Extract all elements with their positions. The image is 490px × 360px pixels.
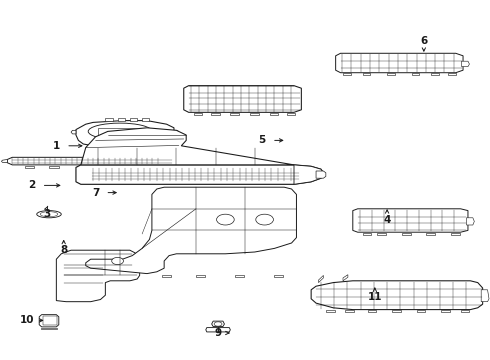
Polygon shape: [448, 73, 456, 75]
Text: 11: 11: [368, 292, 382, 302]
Polygon shape: [76, 121, 174, 146]
Polygon shape: [127, 166, 137, 168]
Bar: [43, 316, 57, 325]
Polygon shape: [212, 321, 224, 327]
Text: 7: 7: [92, 188, 99, 198]
Polygon shape: [462, 61, 469, 67]
Polygon shape: [377, 233, 386, 235]
Polygon shape: [130, 118, 137, 121]
Polygon shape: [41, 328, 57, 329]
Polygon shape: [363, 233, 371, 235]
Polygon shape: [81, 128, 294, 165]
Polygon shape: [363, 73, 370, 75]
Polygon shape: [211, 113, 220, 115]
Polygon shape: [86, 167, 301, 182]
Bar: [98, 128, 137, 135]
Polygon shape: [105, 118, 113, 121]
Ellipse shape: [217, 214, 234, 225]
Polygon shape: [426, 233, 435, 235]
Ellipse shape: [88, 123, 152, 140]
Polygon shape: [194, 113, 202, 115]
Polygon shape: [162, 275, 171, 277]
Polygon shape: [326, 310, 335, 312]
Text: 6: 6: [420, 36, 427, 46]
Polygon shape: [86, 187, 296, 274]
Polygon shape: [7, 157, 174, 165]
Polygon shape: [353, 209, 468, 232]
Polygon shape: [39, 315, 59, 327]
Polygon shape: [316, 171, 326, 178]
Polygon shape: [402, 233, 411, 235]
Text: 2: 2: [28, 180, 35, 190]
Polygon shape: [250, 113, 259, 115]
Text: 9: 9: [215, 328, 221, 338]
Polygon shape: [88, 166, 98, 168]
Polygon shape: [235, 275, 244, 277]
Polygon shape: [270, 113, 278, 115]
Polygon shape: [49, 166, 59, 168]
Polygon shape: [56, 250, 140, 302]
Text: 8: 8: [60, 245, 67, 255]
Polygon shape: [412, 73, 419, 75]
Text: 3: 3: [43, 209, 50, 219]
Polygon shape: [466, 218, 474, 225]
Polygon shape: [441, 310, 450, 312]
Polygon shape: [76, 165, 323, 184]
Polygon shape: [174, 130, 179, 134]
Polygon shape: [416, 310, 425, 312]
Polygon shape: [71, 130, 76, 134]
Polygon shape: [451, 233, 460, 235]
Polygon shape: [24, 166, 34, 168]
Polygon shape: [118, 118, 125, 121]
Polygon shape: [431, 73, 439, 75]
Ellipse shape: [214, 322, 222, 326]
Text: 10: 10: [20, 315, 34, 325]
Polygon shape: [311, 281, 483, 310]
Polygon shape: [343, 275, 348, 281]
Polygon shape: [206, 328, 230, 332]
Polygon shape: [142, 118, 149, 121]
Ellipse shape: [37, 211, 61, 218]
Text: 5: 5: [259, 135, 266, 145]
Polygon shape: [300, 171, 314, 181]
Text: 1: 1: [53, 141, 60, 151]
Polygon shape: [77, 169, 86, 178]
Polygon shape: [294, 165, 323, 184]
Polygon shape: [318, 275, 323, 283]
Ellipse shape: [40, 212, 58, 217]
Ellipse shape: [256, 214, 273, 225]
Text: 4: 4: [383, 215, 391, 225]
Polygon shape: [392, 310, 401, 312]
Polygon shape: [336, 53, 463, 73]
Polygon shape: [481, 290, 489, 302]
Polygon shape: [230, 113, 239, 115]
Polygon shape: [387, 73, 395, 75]
Polygon shape: [274, 275, 283, 277]
Polygon shape: [287, 113, 295, 115]
Ellipse shape: [112, 257, 123, 265]
Polygon shape: [368, 310, 376, 312]
Polygon shape: [196, 275, 205, 277]
Polygon shape: [345, 310, 354, 312]
Polygon shape: [461, 310, 469, 312]
Polygon shape: [1, 159, 7, 163]
Polygon shape: [184, 86, 301, 112]
Polygon shape: [343, 73, 351, 75]
